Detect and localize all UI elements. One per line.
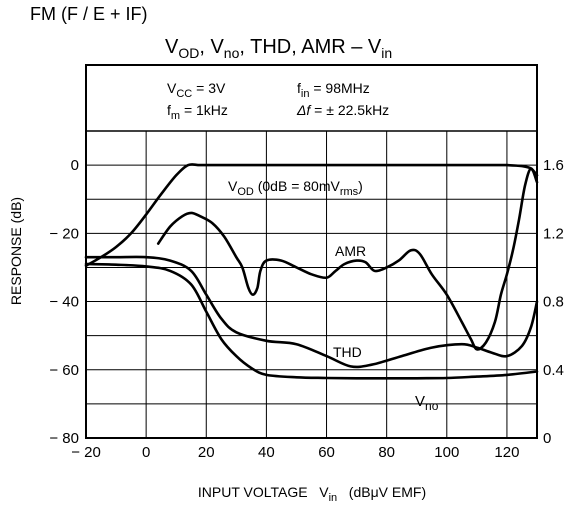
x-tick-label: 60 — [318, 444, 335, 461]
series-label-amr: AMR — [335, 243, 366, 259]
mode-label: FM (F / E + IF) — [30, 4, 148, 24]
condition-deviation: Δf = ± 22.5kHz — [296, 102, 389, 118]
series-label-vno: Vno — [415, 393, 439, 413]
x-tick-label: − 20 — [71, 444, 101, 461]
series-label-thd: THD — [333, 344, 362, 360]
x-tick-label: 100 — [434, 444, 459, 461]
y-axis-title: RESPONSE (dB) — [8, 197, 24, 305]
series-line-vno — [84, 262, 539, 380]
condition-fm: fm = 1kHz — [167, 102, 228, 122]
series-lines — [84, 163, 539, 380]
series-line-vod — [84, 163, 539, 267]
y2-tick-label: 0.8 — [543, 294, 564, 311]
y-tick-label: − 80 — [49, 430, 79, 447]
condition-fin: fin = 98MHz — [297, 80, 370, 100]
y-tick-label: − 20 — [49, 225, 79, 242]
series-line-thd — [84, 255, 539, 369]
plot-frame — [85, 64, 538, 439]
condition-vcc: VCC = 3V — [167, 80, 226, 100]
x-tick-label: 40 — [258, 444, 275, 461]
y2-tick-label: 1.6 — [543, 157, 564, 174]
x-tick-label: 80 — [378, 444, 395, 461]
series-label-vod: VOD (0dB = 80mVrms) — [228, 178, 363, 198]
y-tick-label: − 60 — [49, 362, 79, 379]
series-line-amr — [156, 167, 539, 351]
y2-tick-label: 1.2 — [543, 225, 564, 242]
y2-tick-label: 0 — [543, 430, 551, 447]
x-tick-label: 120 — [494, 444, 519, 461]
y-tick-label: − 40 — [49, 294, 79, 311]
y-tick-label: 0 — [71, 157, 79, 174]
x-tick-label: 0 — [142, 444, 150, 461]
chart-title: VOD, Vno, THD, AMR – Vin — [165, 36, 392, 61]
x-tick-label: 20 — [198, 444, 215, 461]
tick-labels: − 20 0 20 40 60 80 100 120 0 − 20 − 40 − 60 − 80 1.6 1… — [49, 157, 563, 461]
y2-tick-label: 0.4 — [543, 362, 564, 379]
x-axis-title: INPUT VOLTAGE Vin (dBμV EMF) — [198, 484, 426, 504]
